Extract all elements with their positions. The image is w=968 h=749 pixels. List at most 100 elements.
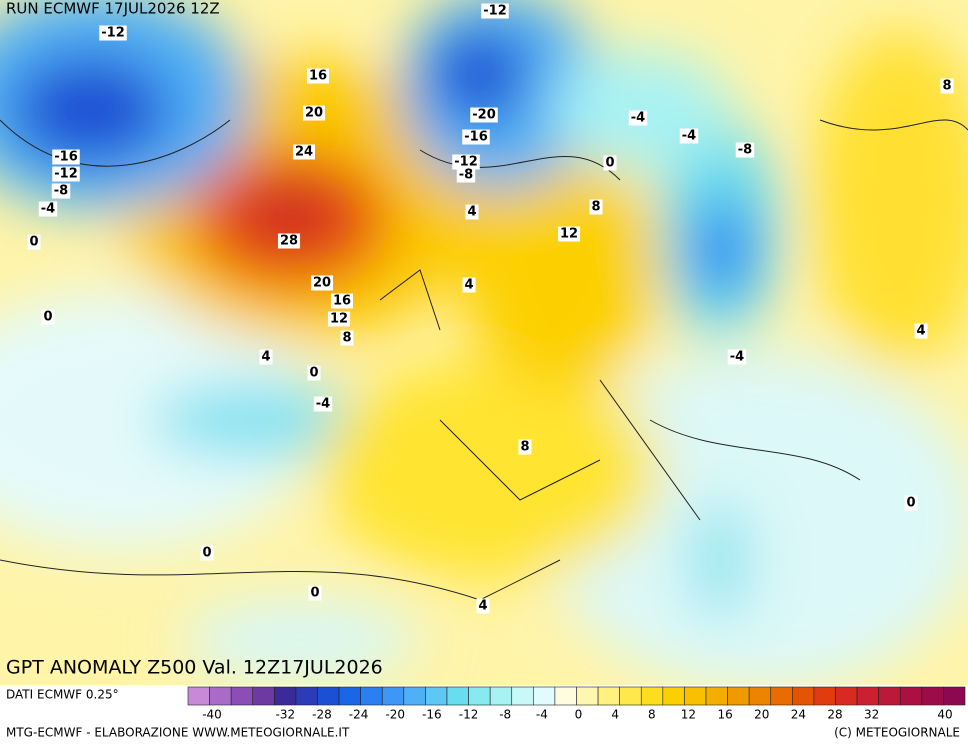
label-box <box>52 149 80 165</box>
label-box <box>679 128 699 144</box>
scale-swatch <box>878 686 901 706</box>
scale-swatch <box>533 686 556 706</box>
contour-label: -4 <box>41 202 55 217</box>
scale-swatch <box>338 686 361 706</box>
label-box <box>259 349 273 365</box>
scale-swatch <box>727 686 750 706</box>
label-box <box>306 68 330 84</box>
label-box <box>557 226 581 242</box>
scale-swatch <box>748 686 772 706</box>
label-box <box>465 204 479 220</box>
contour-label: 28 <box>280 234 298 249</box>
contour-label: -8 <box>738 143 752 158</box>
scale-swatch <box>705 686 728 706</box>
scale-label: 28 <box>827 708 842 722</box>
contour-label: 8 <box>342 331 351 346</box>
contour-label: -4 <box>682 129 696 144</box>
contour-label: 4 <box>464 278 473 293</box>
source-label: DATI ECMWF 0.25° <box>6 688 119 702</box>
scale-swatch <box>317 686 340 706</box>
scale-swatch <box>640 686 664 706</box>
contour-label: 12 <box>560 227 578 242</box>
scale-swatch <box>187 686 210 706</box>
label-box <box>313 396 333 412</box>
label-box <box>52 166 80 182</box>
contour-label: 0 <box>605 156 614 171</box>
contour-label: -12 <box>483 4 507 19</box>
scale-swatch <box>899 686 923 706</box>
scale-swatch <box>425 686 448 706</box>
label-box <box>200 545 214 561</box>
scale-label: 12 <box>681 708 696 722</box>
label-box <box>307 365 321 381</box>
contour-label: -4 <box>730 350 744 365</box>
label-box <box>603 155 617 171</box>
scale-swatch <box>792 686 815 706</box>
scale-label: -20 <box>385 708 405 722</box>
coastline <box>0 119 968 601</box>
scale-swatch <box>511 686 534 706</box>
scale-swatch <box>360 686 383 706</box>
contour-label: 4 <box>261 350 270 365</box>
contour-label: 0 <box>310 586 319 601</box>
scale-swatch <box>576 686 599 706</box>
contour-label: 20 <box>305 106 323 121</box>
label-box <box>462 277 476 293</box>
label-box <box>628 110 648 126</box>
contour-label: -12 <box>54 167 78 182</box>
label-box <box>327 311 351 327</box>
contour-label: 20 <box>313 276 331 291</box>
scale-label: 40 <box>937 708 952 722</box>
contour-label: 16 <box>333 294 351 309</box>
scale-swatch <box>403 686 426 706</box>
scale-label: 4 <box>611 708 619 722</box>
scale-swatch <box>619 686 642 706</box>
contour-label: 8 <box>942 79 951 94</box>
contour-label: 12 <box>330 312 348 327</box>
scale-label: -28 <box>312 708 332 722</box>
contour-label: 8 <box>591 200 600 215</box>
scale-swatch <box>554 686 577 706</box>
label-box <box>51 183 71 199</box>
scale-label: -40 <box>202 708 222 722</box>
scale-swatch <box>813 686 836 706</box>
label-box <box>340 330 354 346</box>
scale-swatch <box>856 686 879 706</box>
label-box <box>476 598 490 614</box>
label-box <box>462 129 490 145</box>
label-box <box>518 439 532 455</box>
label-box <box>292 144 316 160</box>
label-box <box>914 323 928 339</box>
scale-label: 24 <box>791 708 806 722</box>
scale-swatch <box>468 686 491 706</box>
scale-swatch <box>252 686 275 706</box>
map-title: GPT ANOMALY Z500 Val. 12Z17JUL2026 <box>6 657 383 679</box>
run-label: RUN ECMWF 17JUL2026 12Z <box>6 0 220 18</box>
contour-label: 16 <box>309 69 327 84</box>
copyright-label: (C) METEOGIORNALE <box>834 726 960 740</box>
label-box <box>456 167 476 183</box>
contour-label: -12 <box>101 26 125 41</box>
contour-label: -20 <box>472 108 496 123</box>
scale-label: -12 <box>459 708 479 722</box>
label-box <box>41 309 55 325</box>
contour-label: -4 <box>631 111 645 126</box>
label-box <box>38 201 58 217</box>
contour-label: 24 <box>295 145 313 160</box>
scale-label: -32 <box>275 708 295 722</box>
contour-label: 0 <box>29 235 38 250</box>
label-box <box>27 234 41 250</box>
scale-swatch <box>230 686 254 706</box>
scale-swatch <box>295 686 318 706</box>
contour-label: 0 <box>202 546 211 561</box>
label-box <box>452 154 480 170</box>
scale-swatch <box>597 686 620 706</box>
label-box <box>727 349 747 365</box>
scale-swatch <box>662 686 685 706</box>
map-field: RUN ECMWF 17JUL2026 12Z GPT ANOMALY Z500… <box>0 0 968 685</box>
label-box <box>308 585 322 601</box>
label-box <box>277 233 301 249</box>
label-box <box>99 25 127 41</box>
contour-label: 8 <box>520 440 529 455</box>
